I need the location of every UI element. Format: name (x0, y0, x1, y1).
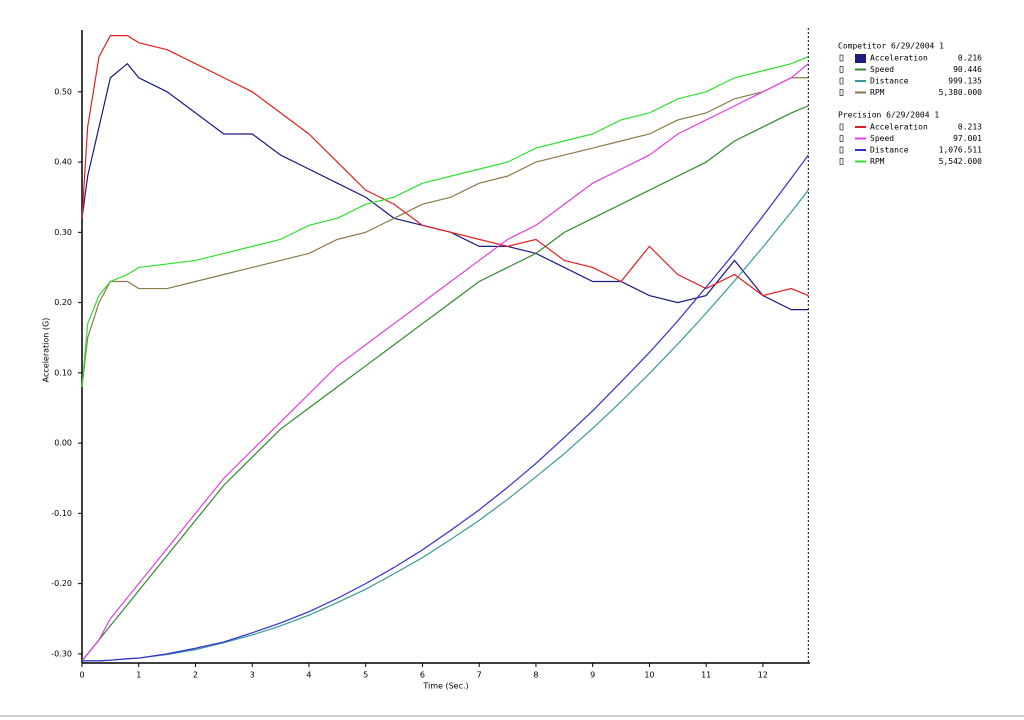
legend-name: Acceleration (870, 123, 928, 132)
legend-swatch (855, 54, 866, 63)
x-tick-label: 2 (193, 671, 198, 680)
legend-readout: 1,076.511 (939, 146, 983, 155)
legend-name: Distance (870, 77, 909, 86)
y-tick-label: 0.30 (54, 228, 72, 237)
x-tick-label: 12 (758, 671, 768, 680)
legend-readout: 0.216 (958, 54, 982, 63)
y-tick-label: 0.10 (54, 368, 72, 377)
legend-name: Acceleration (870, 54, 928, 63)
series-line (81, 105, 809, 662)
y-tick-label: -0.20 (51, 579, 72, 588)
y-tick-label: 0.20 (54, 298, 72, 307)
legend-title: Competitor 6/29/2004 1 (838, 42, 944, 51)
series-line (81, 63, 809, 662)
x-tick-label: 8 (533, 671, 538, 680)
legend-checkbox (839, 123, 844, 131)
legend-checkbox (839, 66, 844, 73)
y-axis-label: Acceleration (G) (42, 318, 51, 383)
y-tick-label: -0.30 (51, 649, 72, 658)
y-tick-label: 0.40 (54, 158, 72, 167)
legend-name: Speed (870, 134, 894, 143)
legend-name: RPM (870, 157, 885, 166)
x-axis-label: Time (Sec.) (422, 682, 468, 691)
x-tick-label: 5 (363, 671, 368, 680)
legend-readout: 97.001 (953, 134, 982, 143)
legend-title: Precision 6/29/2004 1 (838, 111, 939, 120)
x-tick-label: 7 (477, 671, 482, 680)
x-tick-label: 3 (250, 671, 255, 680)
legend-checkbox (839, 158, 844, 165)
legend-name: Speed (870, 65, 894, 74)
legend-readout: 5,380.000 (939, 88, 983, 97)
series-line (81, 77, 809, 387)
x-tick-label: 11 (701, 671, 711, 680)
series-line (82, 154, 809, 662)
legend: Competitor 6/29/2004 1 Acceleration 0.216 S… (838, 42, 982, 167)
legend-checkbox (839, 146, 844, 154)
x-tick-label: 9 (590, 671, 595, 680)
legend-readout: 5,542.000 (939, 157, 983, 166)
y-tick-label: 0.00 (54, 439, 72, 448)
series-line (81, 56, 809, 387)
legend-checkbox (839, 77, 844, 85)
x-tick-label: 4 (306, 671, 311, 680)
legend-name: Distance (870, 146, 909, 155)
legend-readout: 999.135 (948, 77, 982, 86)
legend-checkbox (839, 135, 844, 142)
legend-checkbox (839, 89, 844, 96)
x-tick-label: 1 (136, 671, 141, 680)
x-tick-label: 6 (420, 671, 425, 680)
legend-readout: 0.213 (958, 123, 982, 132)
legend-readout: 90.446 (953, 65, 982, 74)
legend-name: RPM (870, 88, 885, 97)
y-tick-label: 0.50 (54, 87, 72, 96)
x-tick-label: 0 (79, 671, 84, 680)
legend-checkbox (839, 54, 844, 62)
series-line (81, 35, 809, 297)
series-line (81, 62, 809, 311)
y-tick-label: -0.10 (51, 509, 72, 518)
x-tick-label: 10 (644, 671, 654, 680)
